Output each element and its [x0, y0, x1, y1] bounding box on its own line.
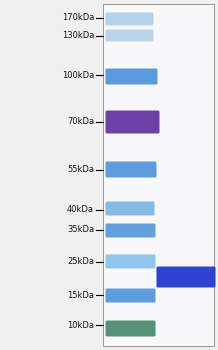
- Text: 130kDa: 130kDa: [62, 32, 94, 41]
- FancyBboxPatch shape: [106, 224, 155, 238]
- Text: 100kDa: 100kDa: [62, 70, 94, 79]
- FancyBboxPatch shape: [106, 202, 155, 216]
- Text: 15kDa: 15kDa: [67, 290, 94, 300]
- FancyBboxPatch shape: [106, 288, 155, 302]
- FancyBboxPatch shape: [106, 13, 153, 26]
- Text: 70kDa: 70kDa: [67, 118, 94, 126]
- FancyBboxPatch shape: [103, 4, 214, 346]
- Text: 10kDa: 10kDa: [67, 321, 94, 329]
- Text: 170kDa: 170kDa: [62, 14, 94, 22]
- FancyBboxPatch shape: [106, 69, 157, 84]
- Text: 25kDa: 25kDa: [67, 258, 94, 266]
- Text: 35kDa: 35kDa: [67, 225, 94, 234]
- FancyBboxPatch shape: [106, 161, 157, 177]
- FancyBboxPatch shape: [106, 254, 155, 268]
- FancyBboxPatch shape: [157, 266, 216, 287]
- FancyBboxPatch shape: [106, 321, 155, 336]
- FancyBboxPatch shape: [106, 111, 160, 133]
- Text: 40kDa: 40kDa: [67, 205, 94, 215]
- Text: 55kDa: 55kDa: [67, 166, 94, 175]
- FancyBboxPatch shape: [106, 29, 153, 42]
